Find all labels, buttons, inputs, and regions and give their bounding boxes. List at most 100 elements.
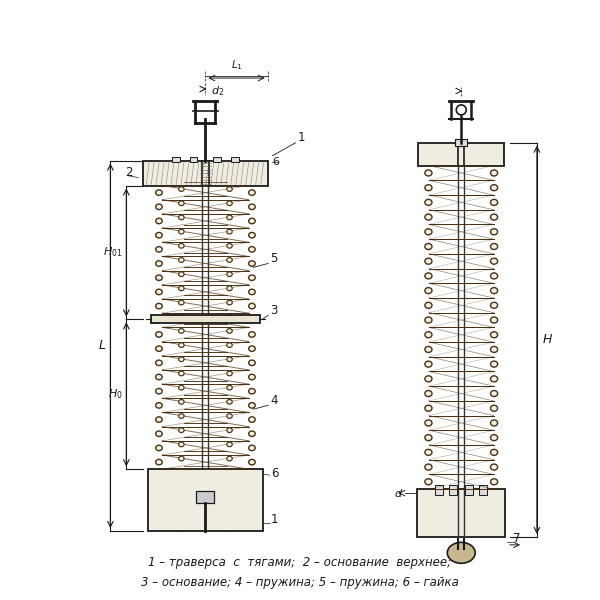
Ellipse shape <box>179 229 184 234</box>
Ellipse shape <box>248 388 255 394</box>
Text: $d_1$: $d_1$ <box>151 516 164 530</box>
Ellipse shape <box>248 431 255 436</box>
Ellipse shape <box>155 332 162 337</box>
Ellipse shape <box>227 300 232 305</box>
Ellipse shape <box>425 317 432 323</box>
Ellipse shape <box>155 190 162 196</box>
Ellipse shape <box>179 215 184 220</box>
Ellipse shape <box>227 456 232 461</box>
Text: 5: 5 <box>270 253 278 265</box>
Text: 2: 2 <box>125 166 133 179</box>
Ellipse shape <box>227 357 232 362</box>
Ellipse shape <box>425 420 432 426</box>
Ellipse shape <box>179 456 184 461</box>
Ellipse shape <box>227 229 232 234</box>
Ellipse shape <box>425 376 432 382</box>
Ellipse shape <box>179 357 184 362</box>
Ellipse shape <box>155 460 162 465</box>
Bar <box>449 485 457 495</box>
Ellipse shape <box>227 215 232 220</box>
Text: $L$: $L$ <box>98 339 106 352</box>
Text: $d_2$: $d_2$ <box>211 84 224 98</box>
Ellipse shape <box>179 300 184 305</box>
Bar <box>143 161 268 185</box>
Ellipse shape <box>425 229 432 235</box>
Ellipse shape <box>179 442 184 447</box>
Bar <box>196 491 214 503</box>
Ellipse shape <box>248 346 255 352</box>
Ellipse shape <box>491 332 497 338</box>
Ellipse shape <box>155 261 162 266</box>
Ellipse shape <box>227 272 232 277</box>
Bar <box>418 489 505 537</box>
Ellipse shape <box>491 479 497 485</box>
Bar <box>436 485 443 495</box>
Ellipse shape <box>155 445 162 451</box>
Ellipse shape <box>491 287 497 293</box>
Text: 1 – траверса  с  тягами;  2 – основание  верхнее;: 1 – траверса с тягами; 2 – основание вер… <box>148 556 452 569</box>
Bar <box>148 469 263 531</box>
Ellipse shape <box>155 218 162 224</box>
Bar <box>465 485 473 495</box>
Ellipse shape <box>491 170 497 176</box>
Ellipse shape <box>227 286 232 290</box>
Ellipse shape <box>248 460 255 465</box>
Ellipse shape <box>155 431 162 436</box>
Ellipse shape <box>448 542 475 563</box>
Ellipse shape <box>248 289 255 295</box>
Text: $L_1$: $L_1$ <box>230 58 242 72</box>
Ellipse shape <box>491 302 497 308</box>
Text: 4: 4 <box>270 394 278 407</box>
Ellipse shape <box>491 449 497 455</box>
Ellipse shape <box>248 374 255 380</box>
Text: $H$: $H$ <box>542 334 553 346</box>
Ellipse shape <box>179 286 184 290</box>
Ellipse shape <box>227 257 232 262</box>
Ellipse shape <box>491 273 497 279</box>
Text: 3: 3 <box>270 304 278 317</box>
Ellipse shape <box>155 304 162 309</box>
Ellipse shape <box>425 361 432 367</box>
Ellipse shape <box>425 405 432 411</box>
Text: 6: 6 <box>271 467 278 480</box>
Ellipse shape <box>227 371 232 376</box>
Ellipse shape <box>155 388 162 394</box>
Ellipse shape <box>179 371 184 376</box>
Bar <box>172 157 179 161</box>
Ellipse shape <box>425 185 432 191</box>
Ellipse shape <box>425 434 432 440</box>
Ellipse shape <box>179 413 184 418</box>
Ellipse shape <box>425 479 432 485</box>
Ellipse shape <box>179 314 184 319</box>
Ellipse shape <box>491 391 497 397</box>
Ellipse shape <box>425 332 432 338</box>
Text: $H_{01}$: $H_{01}$ <box>103 245 122 259</box>
Ellipse shape <box>227 314 232 319</box>
Ellipse shape <box>248 261 255 266</box>
Ellipse shape <box>491 317 497 323</box>
Ellipse shape <box>248 232 255 238</box>
Ellipse shape <box>155 360 162 365</box>
Ellipse shape <box>227 413 232 418</box>
Ellipse shape <box>179 257 184 262</box>
Ellipse shape <box>248 190 255 196</box>
Ellipse shape <box>179 428 184 433</box>
Ellipse shape <box>248 317 255 323</box>
Text: 6: 6 <box>272 157 280 167</box>
Ellipse shape <box>155 403 162 408</box>
Ellipse shape <box>491 376 497 382</box>
Text: $L_2$: $L_2$ <box>215 514 227 528</box>
Ellipse shape <box>155 204 162 209</box>
Ellipse shape <box>155 275 162 280</box>
Ellipse shape <box>179 329 184 333</box>
Ellipse shape <box>155 232 162 238</box>
Bar <box>479 485 487 495</box>
Ellipse shape <box>179 244 184 248</box>
Ellipse shape <box>491 405 497 411</box>
Ellipse shape <box>491 361 497 367</box>
Ellipse shape <box>491 258 497 264</box>
Ellipse shape <box>491 346 497 352</box>
Ellipse shape <box>155 247 162 252</box>
Ellipse shape <box>179 187 184 191</box>
Ellipse shape <box>425 449 432 455</box>
